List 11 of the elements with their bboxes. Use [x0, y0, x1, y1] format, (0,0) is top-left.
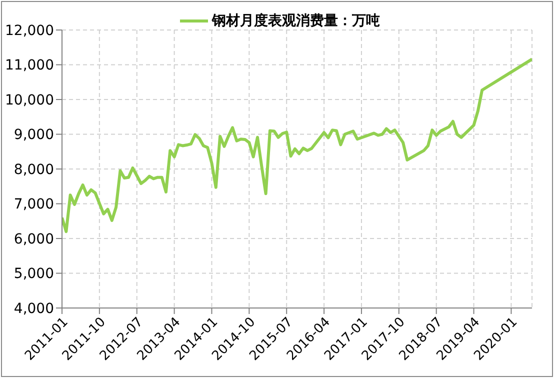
y-tick-label: 7,000 [14, 196, 54, 213]
y-tick-label: 6,000 [14, 231, 54, 248]
y-tick-label: 12,000 [5, 22, 54, 39]
y-tick-label: 4,000 [14, 300, 54, 317]
line-series [62, 58, 532, 234]
y-tick-label: 10,000 [5, 92, 54, 108]
legend-label: 钢材月度表观消费量：万吨 [212, 12, 380, 30]
y-tick-label: 5,000 [14, 266, 54, 282]
y-tick-label: 11,000 [5, 58, 54, 74]
y-tick-label: 8,000 [14, 162, 54, 178]
y-tick-label: 9,000 [14, 127, 54, 144]
